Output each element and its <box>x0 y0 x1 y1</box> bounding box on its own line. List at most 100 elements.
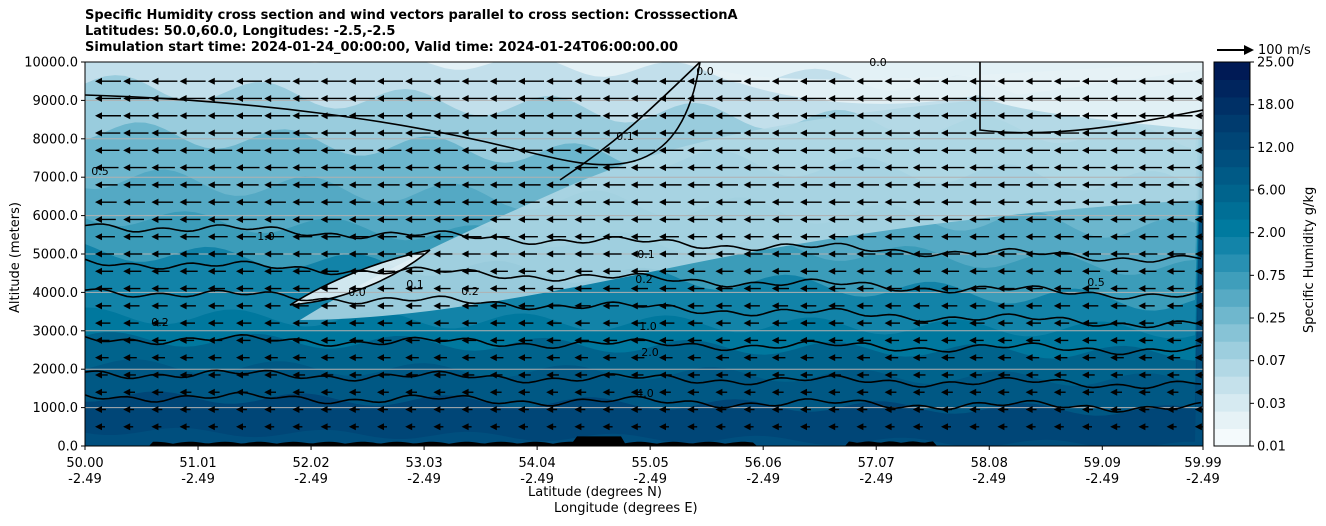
wind-arrow <box>1025 250 1045 258</box>
wind-arrow <box>1082 388 1094 396</box>
wind-arrow <box>997 319 1013 327</box>
wind-arrow-head <box>800 267 807 275</box>
wind-arrow <box>912 371 926 379</box>
wind-arrow-head <box>489 388 497 396</box>
wind-arrow-head <box>292 181 300 189</box>
wind-arrow-head <box>320 319 328 327</box>
wind-arrow <box>405 250 425 258</box>
y-tick-label: 6000.0 <box>33 209 79 224</box>
wind-arrow-head <box>264 94 272 102</box>
wind-arrow-head <box>1082 146 1089 154</box>
wind-arrow-head <box>969 371 977 379</box>
wind-arrow-head <box>828 77 836 85</box>
wind-arrow-head <box>1138 354 1146 362</box>
wind-arrow <box>912 215 934 223</box>
wind-arrow <box>602 336 618 344</box>
wind-arrow <box>123 215 144 223</box>
wind-arrow-head <box>264 423 272 431</box>
wind-arrow-head <box>602 181 610 189</box>
wind-arrow <box>377 285 395 293</box>
wind-arrow-head <box>800 129 807 137</box>
wind-arrow-head <box>546 198 554 206</box>
wind-arrow <box>574 354 588 362</box>
wind-arrow <box>828 336 843 344</box>
wind-arrow <box>123 129 149 137</box>
wind-arrow-head <box>574 181 582 189</box>
wind-arrow-head <box>405 181 413 189</box>
wind-arrow-head <box>687 371 695 379</box>
wind-arrow <box>461 181 485 189</box>
wind-arrow-head <box>207 302 215 310</box>
wind-arrow <box>151 319 167 327</box>
wind-arrow-head <box>912 94 920 102</box>
wind-arrow <box>828 406 840 414</box>
wind-arrow <box>264 354 278 362</box>
wind-arrow-head <box>1138 129 1146 137</box>
wind-arrow <box>1110 354 1124 362</box>
wind-arrow-head <box>941 94 948 102</box>
wind-arrow <box>969 285 987 293</box>
wind-arrow <box>771 371 785 379</box>
wind-arrow <box>546 354 560 362</box>
wind-arrow <box>264 198 286 206</box>
wind-arrow-head <box>546 112 554 120</box>
wind-arrow <box>95 181 118 189</box>
wind-arrow <box>997 164 1021 172</box>
wind-arrow <box>1194 77 1203 85</box>
wind-arrow <box>715 181 738 189</box>
wind-arrow-head <box>489 354 497 362</box>
wind-arrow <box>1082 267 1101 275</box>
wind-arrow <box>715 371 729 379</box>
wind-arrow <box>771 77 798 85</box>
wind-arrow <box>433 198 456 206</box>
wind-arrow-head <box>292 302 300 310</box>
wind-arrow-head <box>743 406 751 414</box>
humidity-contour-lines <box>85 62 1203 413</box>
wind-arrow-head <box>800 302 807 310</box>
wind-arrow-head <box>659 302 666 310</box>
wind-arrow-head <box>912 319 920 327</box>
wind-arrow-head <box>1138 94 1146 102</box>
x-tick-label-lat: 52.02 <box>292 456 329 471</box>
wind-arrow <box>771 112 798 120</box>
wind-arrow <box>489 129 516 137</box>
wind-arrow <box>320 302 337 310</box>
wind-arrow-head <box>264 319 272 327</box>
wind-arrow <box>518 164 542 172</box>
wind-arrow-head <box>179 336 187 344</box>
wind-arrow <box>433 112 460 120</box>
wind-arrow <box>123 233 144 241</box>
wind-arrow <box>1194 406 1203 414</box>
wind-arrow-head <box>377 336 384 344</box>
wind-arrow <box>687 354 701 362</box>
wind-arrow <box>969 233 990 241</box>
wind-arrow <box>969 112 996 120</box>
x-tick-label-lat: 54.04 <box>519 456 556 471</box>
wind-arrow <box>264 319 280 327</box>
wind-arrow <box>856 215 878 223</box>
wind-arrow <box>997 181 1020 189</box>
wind-arrow-head <box>151 198 159 206</box>
wind-arrow <box>489 215 511 223</box>
wind-arrow-head <box>1110 181 1118 189</box>
wind-arrow <box>179 302 196 310</box>
wind-arrow-head <box>546 181 554 189</box>
wind-arrow-head <box>1053 215 1061 223</box>
wind-arrow-head <box>856 215 864 223</box>
wind-arrow <box>659 371 672 379</box>
wind-arrow <box>828 164 852 172</box>
wind-arrow-head <box>941 423 948 431</box>
wind-arrow <box>405 164 429 172</box>
wind-arrow <box>997 406 1009 414</box>
wind-arrow <box>659 129 685 137</box>
wind-arrow-head <box>630 129 638 137</box>
wind-arrow <box>236 371 249 379</box>
wind-arrow <box>236 388 248 396</box>
wind-arrow <box>1110 388 1122 396</box>
wind-arrow-head <box>574 233 582 241</box>
contour-line <box>85 391 1202 413</box>
wind-arrow-head <box>461 285 469 293</box>
wind-arrow <box>433 129 459 137</box>
wind-arrow-head <box>1138 77 1146 85</box>
wind-arrow-head <box>95 336 102 344</box>
